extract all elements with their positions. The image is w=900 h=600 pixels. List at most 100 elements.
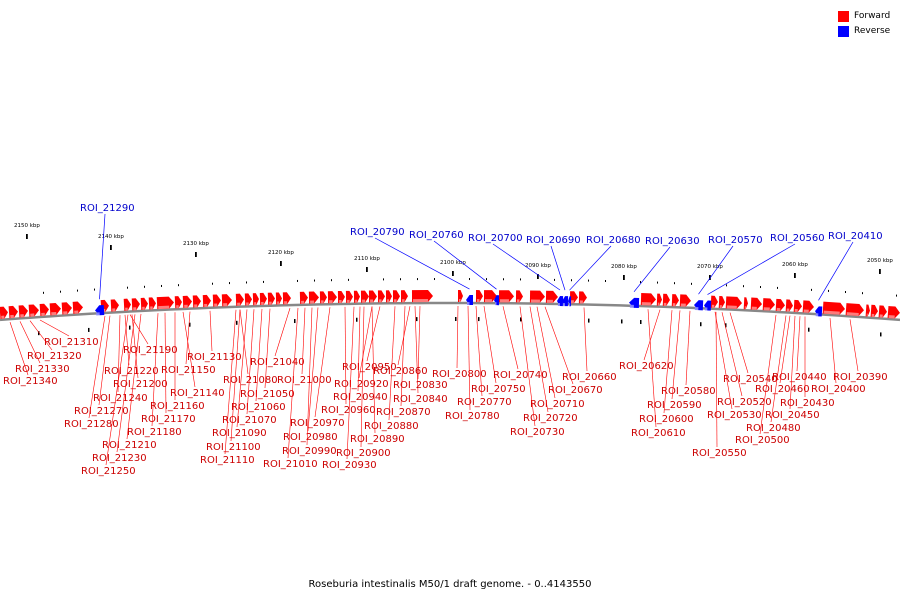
feature-mark-14 (700, 322, 702, 327)
forward-gene-39 (392, 290, 400, 303)
reverse-label-ROI_20760: ROI_20760 (409, 230, 464, 241)
forward-gene-62 (775, 298, 785, 312)
forward-label-ROI_20830: ROI_20830 (393, 380, 448, 391)
forward-connector-48 (502, 306, 519, 370)
forward-gene-49 (569, 291, 578, 304)
minor-tick-6-2 (571, 279, 572, 282)
forward-label-ROI_20770: ROI_20770 (457, 397, 512, 408)
reverse-gene-7 (694, 300, 704, 311)
forward-connector-18 (151, 313, 159, 427)
forward-label-ROI_21080: ROI_21080 (223, 375, 278, 386)
tick-mark-1 (110, 245, 112, 250)
forward-gene-53 (662, 293, 670, 306)
forward-gene-33 (345, 290, 353, 303)
forward-gene-23 (252, 293, 259, 306)
forward-label-ROI_21160: ROI_21160 (150, 401, 205, 412)
forward-gene-20 (221, 294, 232, 307)
forward-connector-34 (307, 307, 319, 432)
tick-label-4: 2110 kbp (354, 256, 380, 262)
minor-tick-7-1 (640, 281, 641, 284)
forward-label-ROI_21170: ROI_21170 (141, 414, 196, 425)
forward-connector-8 (98, 315, 111, 406)
reverse-gene-5 (568, 296, 572, 307)
forward-label-ROI_21220: ROI_21220 (104, 366, 159, 377)
forward-connector-52 (519, 306, 536, 427)
forward-connector-44 (456, 306, 459, 369)
feature-mark-0 (38, 331, 40, 336)
forward-gene-68 (865, 304, 870, 317)
minor-tick-1-2 (144, 285, 145, 288)
reverse-gene-9 (815, 306, 823, 317)
forward-connector-55 (685, 310, 691, 386)
minor-tick-6-1 (554, 278, 555, 281)
feature-mark-9 (478, 317, 480, 322)
forward-connector-24 (246, 309, 255, 415)
gene-tracks (0, 290, 900, 322)
forward-gene-1 (8, 305, 18, 319)
forward-label-ROI_20800: ROI_20800 (432, 369, 487, 380)
forward-connector-53 (583, 307, 588, 372)
legend-reverse: Reverse (838, 24, 890, 39)
forward-gene-13 (148, 297, 156, 310)
forward-label-ROI_20670: ROI_20670 (548, 385, 603, 396)
forward-connector-12 (105, 314, 129, 466)
minor-tick-7-4 (691, 282, 692, 285)
forward-connector-58 (647, 309, 657, 428)
legend: Forward Reverse (838, 9, 890, 39)
forward-gene-50 (578, 291, 587, 304)
minor-tick-4-2 (400, 278, 401, 281)
minor-tick-1-3 (161, 284, 162, 287)
forward-connector-23 (255, 308, 263, 402)
forward-connector-35 (306, 307, 313, 446)
feature-mark-16 (808, 327, 810, 332)
forward-connector-9 (88, 315, 106, 419)
forward-label-ROI_20610: ROI_20610 (631, 428, 686, 439)
forward-gene-48 (545, 290, 558, 303)
forward-connector-66 (789, 315, 796, 410)
forward-label-ROI_21330: ROI_21330 (15, 364, 70, 375)
forward-gene-22 (244, 293, 252, 306)
forward-label-ROI_21200: ROI_21200 (113, 379, 168, 390)
forward-gene-2 (18, 305, 28, 318)
feature-mark-4 (236, 320, 238, 325)
minor-tick-3-4 (348, 278, 349, 281)
forward-label-ROI_20840: ROI_20840 (393, 394, 448, 405)
forward-label-ROI_20460: ROI_20460 (755, 384, 810, 395)
feature-mark-8 (455, 317, 457, 322)
forward-gene-44 (483, 290, 497, 303)
forward-connector-30 (358, 306, 373, 379)
forward-connector-57 (663, 310, 673, 414)
forward-gene-37 (377, 290, 385, 303)
reverse-gene-6 (629, 297, 640, 308)
forward-connector-37 (360, 306, 365, 448)
tick-mark-4 (366, 267, 368, 272)
feature-mark-7 (416, 317, 418, 322)
legend-forward: Forward (838, 9, 890, 24)
forward-gene-12 (140, 297, 148, 310)
forward-label-ROI_21050: ROI_21050 (240, 389, 295, 400)
reverse-connector-8 (707, 243, 796, 295)
forward-label-ROI_21320: ROI_21320 (27, 351, 82, 362)
forward-gene-9 (110, 299, 119, 312)
forward-gene-11 (131, 298, 140, 311)
reverse-connector-1 (374, 237, 470, 290)
forward-gene-14 (156, 296, 174, 310)
forward-connector-22 (264, 308, 271, 389)
forward-gene-67 (845, 303, 864, 316)
forward-label-ROI_20970: ROI_20970 (290, 418, 345, 429)
reverse-label-ROI_20570: ROI_20570 (708, 235, 763, 246)
forward-connector-67 (770, 315, 787, 423)
forward-gene-54 (671, 294, 679, 307)
forward-gene-71 (887, 306, 900, 319)
minor-tick-7-3 (674, 282, 675, 285)
tick-label-9: 2060 kbp (782, 262, 808, 268)
forward-gene-16 (182, 295, 192, 308)
tick-label-7: 2080 kbp (611, 264, 637, 270)
forward-label-ROI_20940: ROI_20940 (333, 392, 388, 403)
feature-mark-15 (725, 323, 727, 328)
forward-gene-40 (400, 290, 408, 303)
forward-connector-21 (301, 307, 306, 375)
minor-tick-4-1 (383, 278, 384, 281)
forward-gene-26 (275, 292, 282, 305)
